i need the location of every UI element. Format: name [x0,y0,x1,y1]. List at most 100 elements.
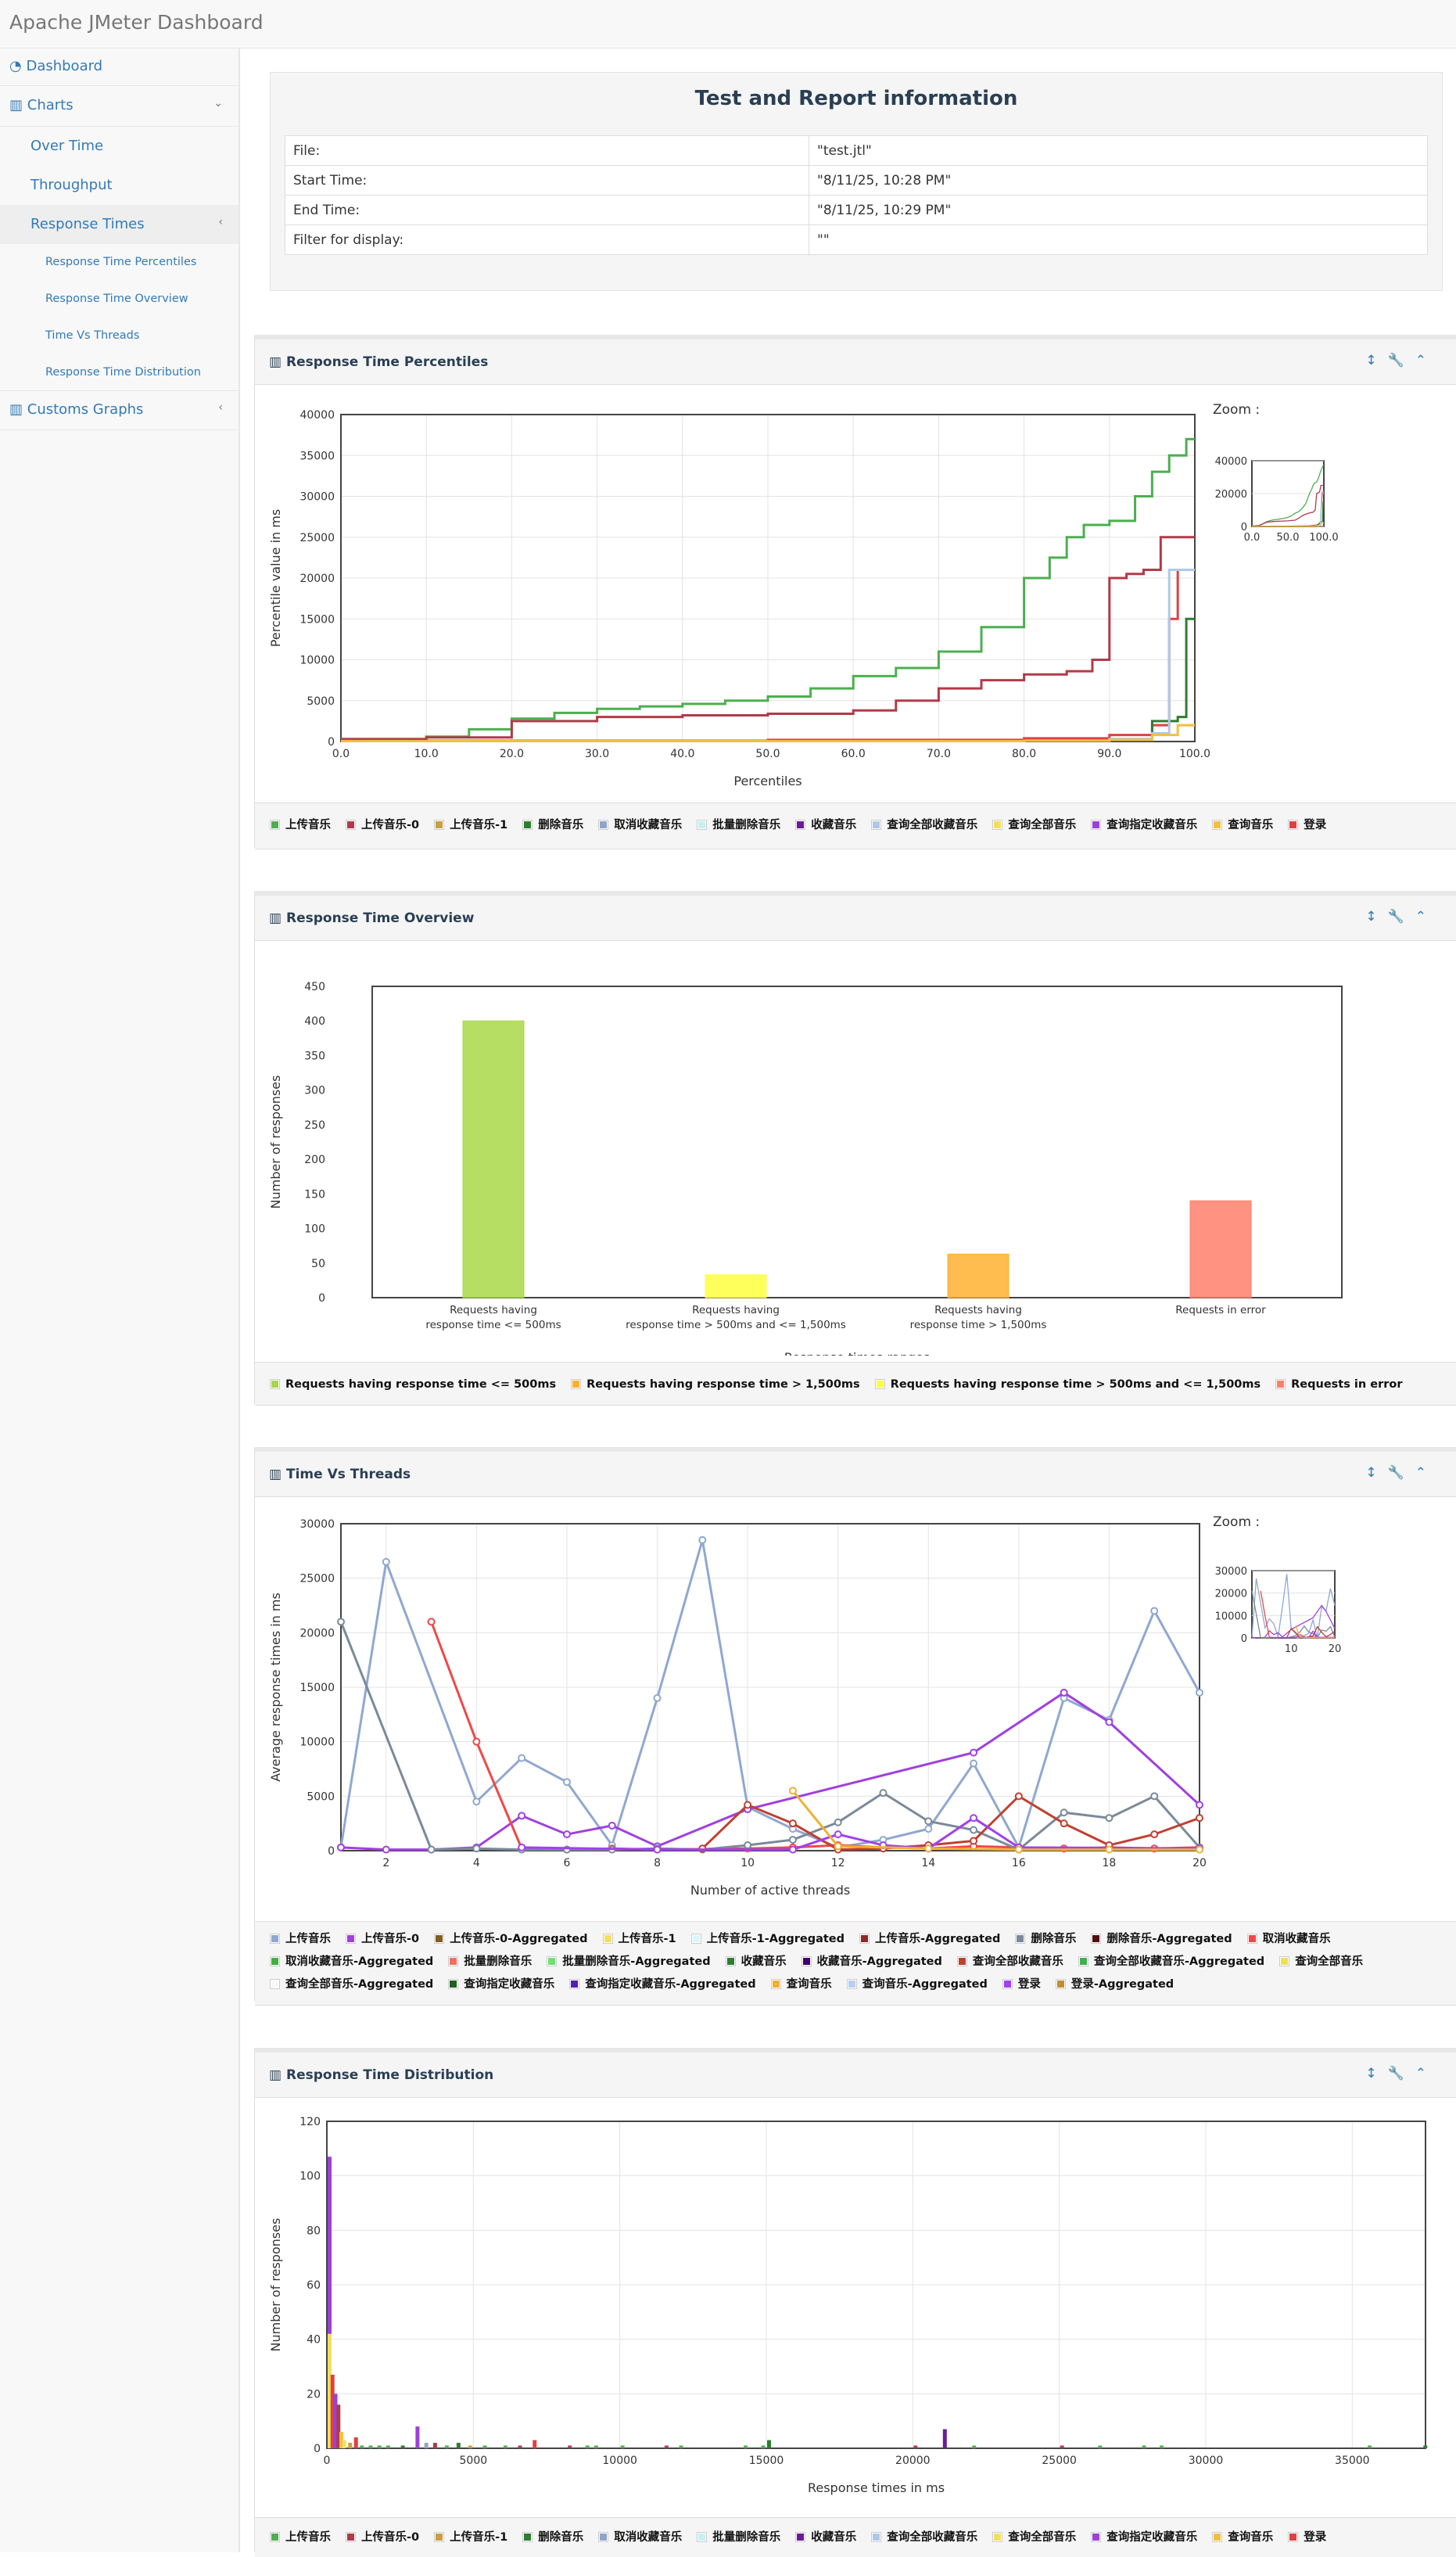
distribution-chart[interactable]: 0 20 40 60 80 100 120 0 5000 10000 15000 20000 25000… [255,2098,1456,2512]
resize-icon[interactable]: ↕ [1365,2066,1388,2081]
legend-item[interactable]: 收藏音乐-Aggregated [802,1951,942,1973]
threads-chart[interactable]: 0 5000 10000 15000 20000 25000 30000 2 4 6 8 10 12 14… [255,1497,1456,1904]
chevron-up-icon[interactable]: ⌃ [1415,909,1437,925]
data-point [382,1845,390,1854]
legend-item[interactable]: Requests having response time > 500ms an… [875,1374,1261,1396]
legend-item[interactable]: 查询音乐-Aggregated [847,1973,988,1996]
sidebar-item-response-times[interactable]: Response Times ‹ [0,205,238,244]
wrench-icon[interactable]: 🔧 [1387,2066,1415,2081]
legend-item[interactable]: 登录-Aggregated [1056,1973,1174,1996]
legend-item[interactable]: 删除音乐 [523,2526,583,2549]
legend-item[interactable]: 取消收藏音乐-Aggregated [271,1951,433,1973]
sidebar-item-over-time[interactable]: Over Time [30,138,104,154]
chevron-up-icon[interactable]: ⌃ [1415,353,1437,368]
legend-label: 查询全部收藏音乐 [972,1955,1063,1968]
legend-item[interactable]: 取消收藏音乐 [599,814,682,837]
legend-item[interactable]: 上传音乐-1 [435,2526,507,2549]
sidebar-item-throughput[interactable]: Throughput [30,177,113,193]
legend-item[interactable]: 登录 [1002,1973,1041,1996]
sidebar-item-response-time-percentiles[interactable]: Response Time Percentiles [45,256,197,268]
legend-item[interactable]: 删除音乐 [1016,1928,1076,1951]
legend-item[interactable]: 上传音乐 [271,814,331,837]
legend-item[interactable]: 上传音乐-1 [435,814,507,837]
legend-item[interactable]: 登录 [1289,814,1326,837]
data-point [970,1759,978,1768]
legend-item[interactable]: 查询全部音乐 [1280,1951,1363,1973]
legend-item[interactable]: 上传音乐-Aggregated [860,1928,1000,1951]
legend-item[interactable]: 批量删除音乐-Aggregated [547,1951,711,1973]
sidebar-item-response-time-distribution[interactable]: Response Time Distribution [0,354,238,391]
wrench-icon[interactable]: 🔧 [1387,1465,1415,1481]
legend-item[interactable]: 查询音乐 [1213,814,1273,837]
wrench-icon[interactable]: 🔧 [1387,909,1415,925]
legend-item[interactable]: Requests in error [1276,1374,1403,1396]
sidebar-item-response-time-overview[interactable]: Response Time Overview [45,293,188,305]
response-time-overview-panel: ▥ Response Time Overview ↕🔧⌃ 0 50 100 150 20… [254,891,1456,1406]
legend-item[interactable]: 上传音乐 [271,1928,331,1951]
x-category-label: Requests in error [1175,1304,1266,1316]
legend-item[interactable]: 收藏音乐 [796,2526,856,2549]
legend-item[interactable]: 查询全部收藏音乐 [872,814,977,837]
legend-label: 删除音乐 [538,2531,584,2544]
x-tick-label: 90.0 [1097,748,1121,760]
legend-item[interactable]: 取消收藏音乐 [1247,1928,1331,1951]
chevron-up-icon[interactable]: ⌃ [1415,1465,1437,1481]
y-tick-label: 25000 [299,1573,335,1586]
chevron-up-icon[interactable]: ⌃ [1415,2066,1437,2081]
legend-item[interactable]: 查询指定收藏音乐 [449,1973,554,1996]
legend-item[interactable]: 查询全部收藏音乐 [957,1951,1063,1973]
legend-item[interactable]: 删除音乐-Aggregated [1092,1928,1232,1951]
wrench-icon[interactable]: 🔧 [1387,353,1415,368]
legend-item[interactable]: 上传音乐-1 [603,1928,676,1951]
legend-item[interactable]: 收藏音乐 [726,1951,787,1973]
zoom-series-line [1295,1625,1335,1639]
data-point [1196,1801,1203,1809]
legend-item[interactable]: 查询指定收藏音乐 [1092,2526,1197,2549]
overview-chart[interactable]: 0 50 100 150 200 250 300 350 400 450 Requests havi… [255,941,1456,1356]
legend-item[interactable]: 批量删除音乐 [449,1951,532,1973]
legend-item[interactable]: 上传音乐-0 [346,814,419,837]
data-point [472,1844,481,1853]
legend-item[interactable]: 上传音乐-0-Aggregated [435,1928,588,1951]
resize-icon[interactable]: ↕ [1365,909,1388,925]
legend-item[interactable]: 查询指定收藏音乐 [1092,814,1197,837]
zoom-x-tick: 20 [1329,1643,1342,1655]
sidebar-item-dashboard[interactable]: ◔ Dashboard [0,48,238,86]
resize-icon[interactable]: ↕ [1365,1465,1388,1481]
sidebar-item-customs-graphs[interactable]: ▥ Customs Graphs ‹ [0,391,238,430]
bar [705,1274,767,1298]
legend-item[interactable]: 上传音乐-0 [346,2526,419,2549]
bar [518,2445,522,2448]
data-point [970,1826,978,1834]
percentiles-chart[interactable]: 0 5000 10000 15000 20000 25000 30000 35000 40000… [255,385,1456,799]
legend-item[interactable]: 查询全部音乐 [993,814,1076,837]
legend-item[interactable]: 批量删除音乐 [698,2526,780,2549]
y-tick-label: 30000 [299,491,335,504]
legend-item[interactable]: 查询音乐 [1213,2526,1273,2549]
legend-item[interactable]: 查询全部音乐 [993,2526,1076,2549]
legend-item[interactable]: 查询音乐 [771,1973,832,1996]
legend-item[interactable]: 查询全部收藏音乐-Aggregated [1078,1951,1264,1973]
legend-swatch [346,821,355,829]
sidebar-item-time-vs-threads[interactable]: Time Vs Threads [45,329,140,342]
app-title[interactable]: Apache JMeter Dashboard [9,11,264,34]
legend-item[interactable]: 查询全部收藏音乐 [872,2526,977,2549]
legend-item[interactable]: 查询全部音乐-Aggregated [271,1973,433,1996]
legend-item[interactable]: 收藏音乐 [796,814,856,837]
legend-item[interactable]: 批量删除音乐 [698,814,780,837]
legend-item[interactable]: 上传音乐-0 [346,1928,419,1951]
legend-item[interactable]: 上传音乐 [271,2526,331,2549]
bar [913,2445,918,2448]
legend-item[interactable]: 登录 [1289,2526,1326,2549]
x-tick-label: 0.0 [332,748,350,760]
legend-item[interactable]: 取消收藏音乐 [599,2526,682,2549]
legend-item[interactable]: 上传音乐-1-Aggregated [691,1928,845,1951]
legend-item[interactable]: Requests having response time <= 500ms [271,1374,556,1396]
legend-item[interactable]: 查询指定收藏音乐-Aggregated [570,1973,756,1996]
x-tick-label: 50.0 [755,748,780,760]
resize-icon[interactable]: ↕ [1365,353,1388,368]
legend-swatch [346,2533,355,2541]
sidebar-item-charts[interactable]: ▥ Charts ⌄ [0,86,238,127]
legend-item[interactable]: 删除音乐 [523,814,583,837]
legend-item[interactable]: Requests having response time > 1,500ms [572,1374,860,1396]
